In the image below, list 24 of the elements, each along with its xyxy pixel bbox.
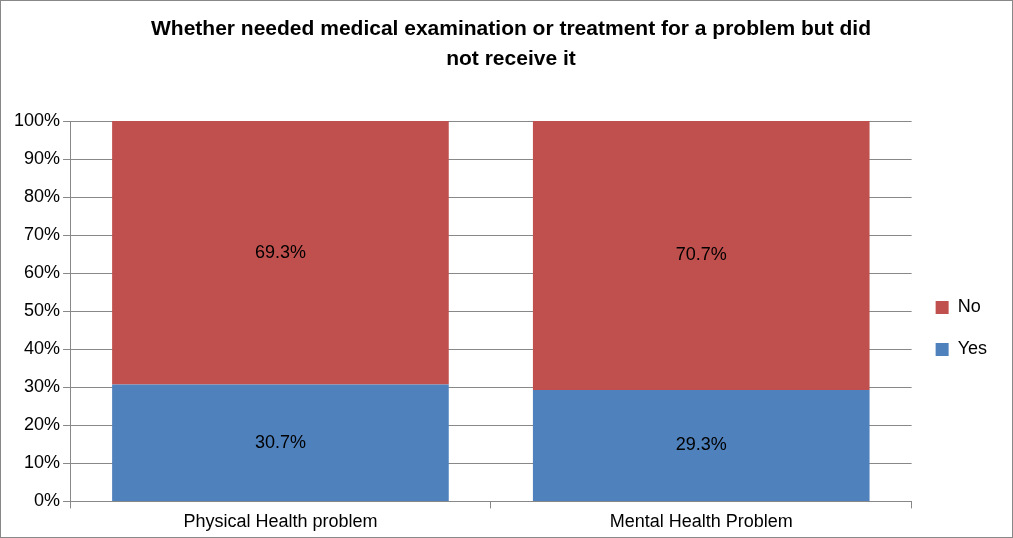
data-label: 70.7% [675,244,727,265]
legend-label: Yes [957,338,988,359]
bar [532,121,870,390]
y-tick-label: 90% [24,148,61,169]
data-label: 29.3% [675,434,727,455]
y-tick-label: 100% [13,109,61,130]
x-tick-label: Mental Health Problem [609,511,793,532]
data-label: 30.7% [254,431,306,452]
bar [112,121,449,385]
chart-title: Whether needed medical examination or treatment for a problem but did not receive it [151,15,871,71]
y-tick-label: 40% [24,338,61,359]
y-tick-label: 20% [24,414,61,435]
bar [532,389,870,501]
y-tick-label: 30% [24,376,61,397]
x-tick-label: Physical Health problem [183,511,378,532]
y-tick-label: 70% [24,224,61,245]
y-tick-label: 80% [24,186,61,207]
y-tick-label: 10% [24,452,61,473]
legend-label: No [957,296,981,317]
y-tick-label: 50% [24,300,61,321]
y-tick-label: 60% [24,262,61,283]
data-label: 69.3% [254,241,306,262]
y-tick-label: 0% [34,490,61,511]
bar [112,384,449,501]
